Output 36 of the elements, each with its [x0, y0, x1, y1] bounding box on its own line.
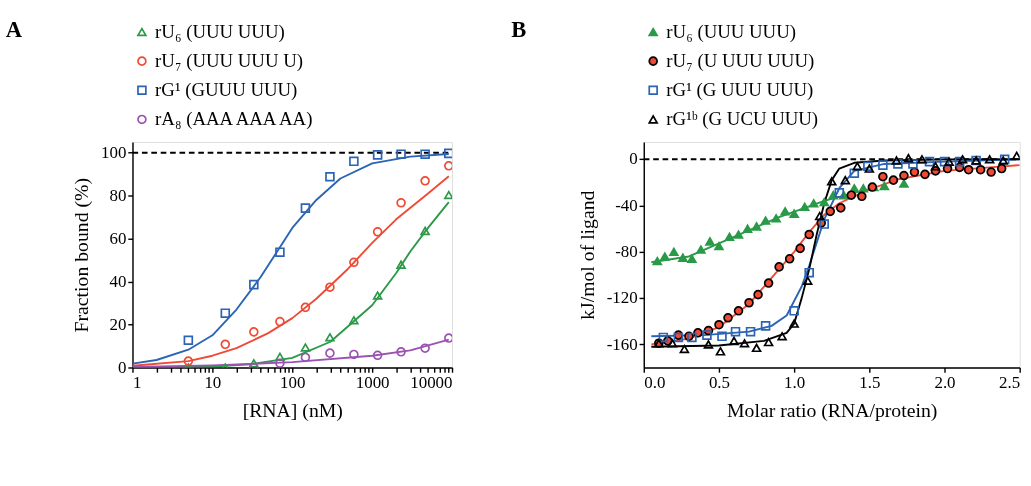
legend-label: rA₈ (AAA AAA AA) [155, 108, 313, 131]
legend-label: rG¹ᵇ (G UCU UUU) [666, 108, 819, 131]
y-tick-label: 40 [109, 271, 127, 291]
x-axis-title: Molar ratio (RNA/protein) [727, 398, 938, 422]
x-tick-label: 10 [204, 372, 222, 392]
y-tick-label: -120 [606, 288, 638, 308]
y-tick-label: 20 [109, 314, 127, 334]
y-tick-label: 60 [109, 228, 127, 248]
x-tick-label: 10000 [410, 372, 453, 392]
x-axis-title: [RNA] (nM) [242, 398, 343, 422]
x-tick-label: 0.0 [644, 372, 666, 392]
chart-title: A [5, 16, 23, 42]
y-tick-label: -80 [615, 242, 638, 262]
legend-label: rU₆ (UUU UUU) [666, 20, 796, 43]
x-tick-label: 1.5 [859, 372, 881, 392]
legend-label: rU₇ (U UUU UUU) [666, 49, 815, 72]
x-tick-label: 100 [280, 372, 306, 392]
y-tick-label: -40 [615, 195, 638, 215]
x-tick-label: 0.5 [708, 372, 731, 392]
chart-title: B [511, 16, 527, 42]
legend-label: rU₇ (UUU UUU U) [155, 49, 303, 72]
legend-label: rG¹ (G UUU UUU) [666, 78, 814, 101]
y-tick-label: 0 [117, 357, 127, 377]
legend-label: rU₆ (UUU UUU) [155, 20, 285, 43]
x-tick-label: 1 [132, 372, 142, 392]
x-tick-label: 2.0 [934, 372, 956, 392]
y-tick-label: 100 [101, 142, 127, 162]
y-axis-title: kJ/mol of ligand [575, 190, 598, 320]
y-tick-label: 80 [109, 185, 127, 205]
x-tick-label: 2.5 [999, 372, 1021, 392]
x-tick-label: 1.0 [784, 372, 806, 392]
legend-label: rG¹ (GUUU UUU) [155, 78, 298, 101]
y-tick-label: 0 [629, 149, 638, 169]
y-axis-title: Fraction bound (%) [69, 178, 93, 333]
y-tick-label: -160 [606, 334, 638, 354]
x-tick-label: 1000 [355, 372, 390, 392]
